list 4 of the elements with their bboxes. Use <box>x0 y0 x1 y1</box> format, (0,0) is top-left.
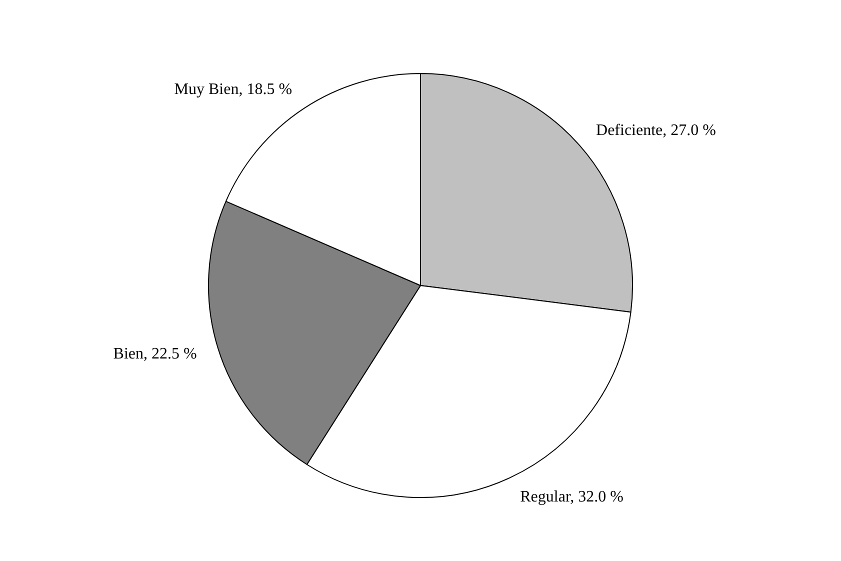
slice-label: Regular, 32.0 % <box>520 488 624 506</box>
slice-label: Bien, 22.5 % <box>113 346 197 363</box>
slice-label: Muy Bien, 18.5 % <box>174 81 292 98</box>
slice-label: Deficiente, 27.0 % <box>596 122 716 139</box>
